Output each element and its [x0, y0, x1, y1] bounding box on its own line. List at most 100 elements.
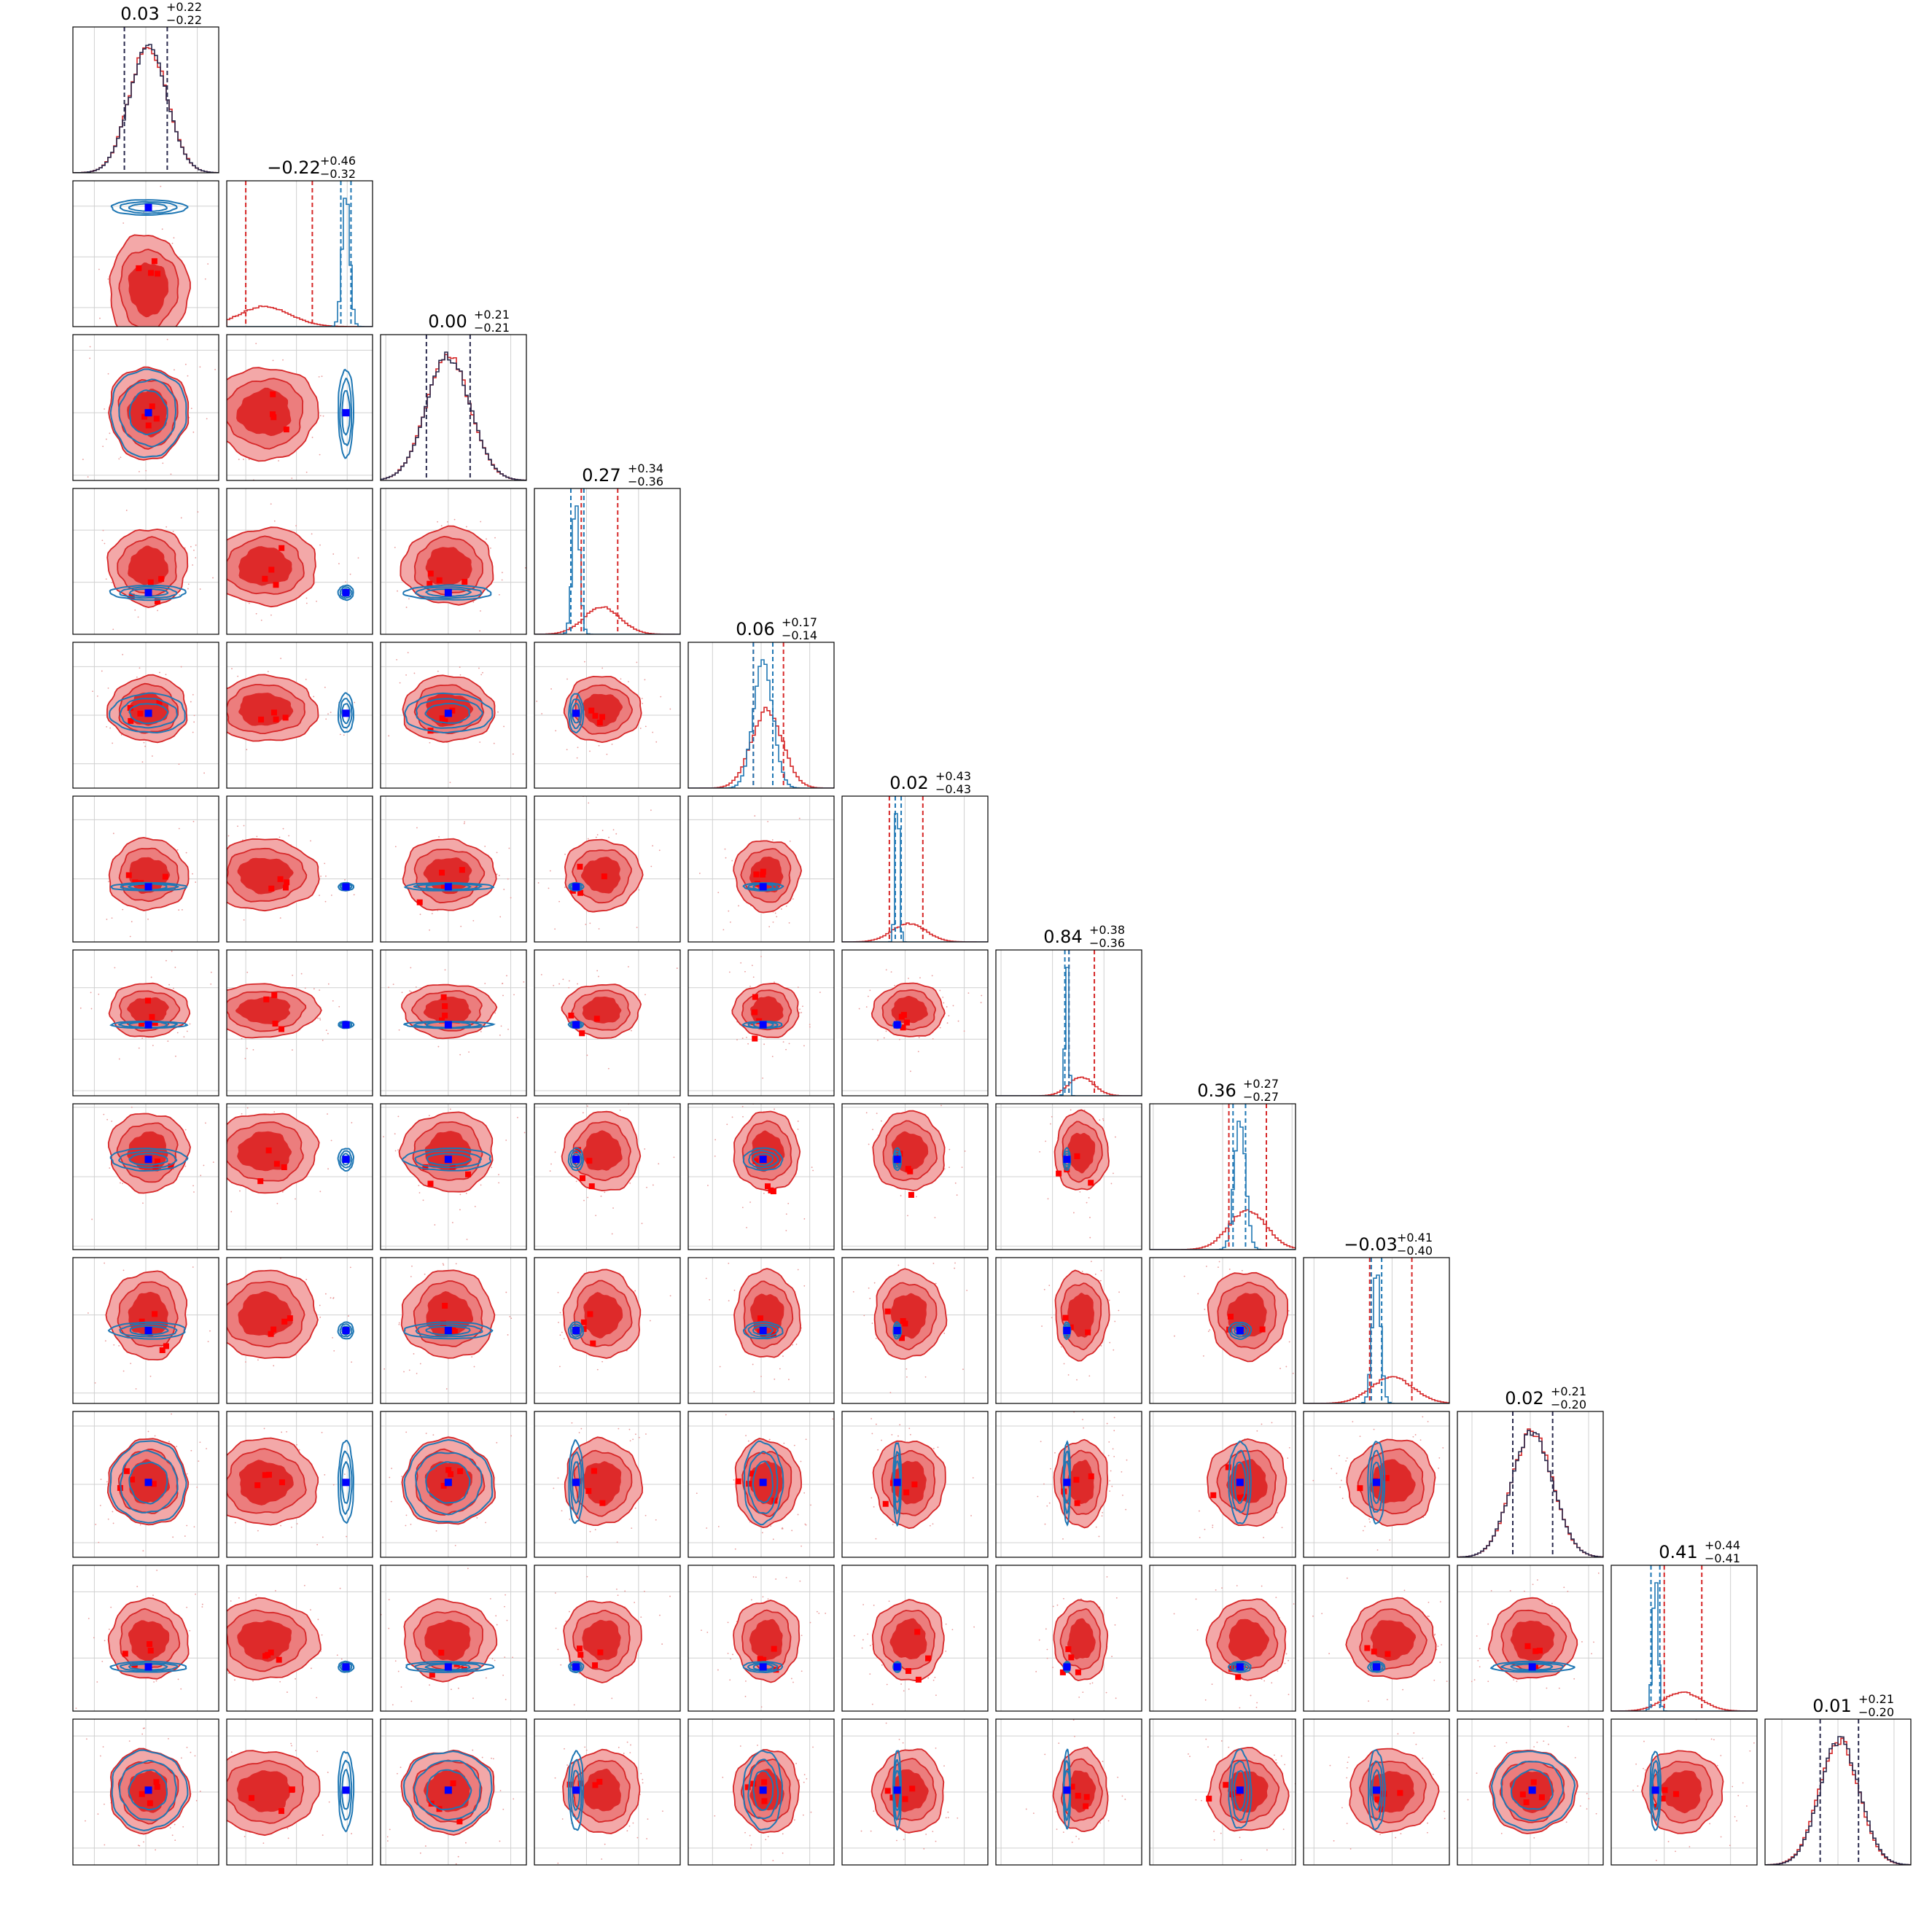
- blue-marker: [1373, 1479, 1380, 1487]
- panel-content: [1150, 1411, 1296, 1557]
- sample-dot: [658, 849, 661, 852]
- sample-dot: [558, 900, 560, 903]
- sample-dot: [1427, 1616, 1429, 1617]
- sample-dot: [479, 630, 481, 632]
- red-marker: [908, 1191, 914, 1198]
- contour-panel-9-8: [1303, 1411, 1450, 1558]
- sample-dot: [239, 1190, 241, 1192]
- sample-dot: [559, 1312, 561, 1314]
- panel-frame: [688, 1565, 835, 1712]
- sample-dot: [1336, 1473, 1338, 1474]
- sample-dot: [504, 1605, 505, 1608]
- red-marker: [577, 1651, 584, 1658]
- sample-dot: [242, 1067, 244, 1069]
- sample-dot: [924, 1376, 927, 1378]
- sample-dot: [774, 1108, 775, 1110]
- red-marker: [1227, 1313, 1234, 1320]
- panel-frame: [72, 795, 219, 943]
- panel-frame: [1303, 1411, 1450, 1558]
- panel-content: [190, 796, 373, 942]
- sample-dot: [147, 918, 149, 920]
- sample-dot: [1427, 1421, 1429, 1422]
- panel-content: [381, 488, 526, 634]
- red-contour-core: [423, 997, 472, 1024]
- sample-dot: [311, 1667, 312, 1670]
- sample-dot: [486, 1677, 487, 1679]
- blue-contour: [416, 698, 484, 729]
- hist-panel-6: 0.84 +0.38−0.36: [995, 923, 1142, 1097]
- sample-dot: [872, 1129, 873, 1131]
- sample-dot: [576, 757, 578, 759]
- sample-dot: [211, 697, 212, 698]
- sample-dot: [204, 278, 206, 280]
- sample-dot: [868, 995, 869, 997]
- sample-dot: [742, 1115, 744, 1118]
- blue-marker: [1236, 1479, 1244, 1487]
- blue-contour: [120, 1449, 179, 1514]
- sample-dot: [201, 1603, 203, 1605]
- sample-dot: [1376, 1549, 1379, 1551]
- sample-dot: [1089, 1683, 1091, 1685]
- sample-dot: [100, 1479, 102, 1481]
- sample-dot: [1088, 1375, 1091, 1377]
- sample-dot: [1513, 1679, 1515, 1681]
- blue-contour: [110, 199, 189, 216]
- sample-dot: [1275, 1597, 1277, 1599]
- sample-dot: [197, 511, 199, 513]
- sample-dot: [237, 675, 239, 677]
- red-marker: [149, 1013, 155, 1020]
- sample-dot: [494, 1659, 496, 1662]
- sample-dot: [628, 966, 629, 967]
- sample-dot: [550, 688, 552, 690]
- sample-dot: [727, 1652, 729, 1654]
- sample-dot: [1241, 1269, 1243, 1271]
- red-histogram: [842, 922, 988, 942]
- panel-title: 0.27: [582, 465, 620, 486]
- sample-dot: [193, 714, 195, 717]
- sample-dot: [401, 992, 403, 994]
- sample-dot: [717, 892, 720, 894]
- sample-dot: [967, 992, 970, 994]
- sample-dot: [394, 846, 397, 848]
- sample-dot: [596, 1368, 599, 1371]
- panel-content: [381, 642, 526, 788]
- sample-dot: [405, 1524, 407, 1527]
- sample-dot: [792, 1344, 794, 1346]
- sample-dot: [165, 959, 167, 962]
- sample-dot: [296, 1444, 297, 1446]
- red-marker: [141, 413, 148, 420]
- sample-dot: [222, 1334, 224, 1336]
- panel-content: [1457, 1411, 1603, 1557]
- sample-dot: [192, 570, 194, 572]
- sample-dot: [869, 1298, 871, 1299]
- red-contour-core: [238, 693, 294, 726]
- sample-dot: [506, 1619, 508, 1621]
- sample-dot: [219, 1637, 221, 1639]
- sample-dot: [505, 1140, 507, 1141]
- sample-dot: [87, 1233, 89, 1234]
- sample-dot: [782, 1355, 784, 1358]
- blue-marker: [572, 1479, 580, 1487]
- title-plus: +0.17: [782, 615, 817, 629]
- sample-dot: [273, 520, 276, 522]
- panel-frame: [534, 1103, 681, 1250]
- sample-dot: [104, 1340, 106, 1342]
- sample-dot: [418, 1185, 420, 1187]
- sample-dot: [736, 1039, 738, 1041]
- sample-dot: [910, 1070, 911, 1072]
- sample-dot: [865, 1112, 868, 1114]
- contour-panel-5-0: 0.01.5: [72, 795, 219, 943]
- sample-dot: [745, 1680, 747, 1682]
- sample-dot: [190, 852, 192, 853]
- sample-dot: [902, 1723, 903, 1725]
- sample-dot: [1040, 1441, 1042, 1443]
- red-marker: [577, 889, 584, 896]
- sample-dot: [422, 1253, 424, 1255]
- red-marker: [1235, 1674, 1242, 1680]
- sample-dot: [292, 974, 294, 976]
- sample-dot: [1288, 1446, 1290, 1449]
- sample-dot: [1277, 1670, 1279, 1672]
- sample-dot: [1112, 1448, 1114, 1450]
- sample-dot: [222, 680, 224, 682]
- blue-contour: [341, 703, 351, 725]
